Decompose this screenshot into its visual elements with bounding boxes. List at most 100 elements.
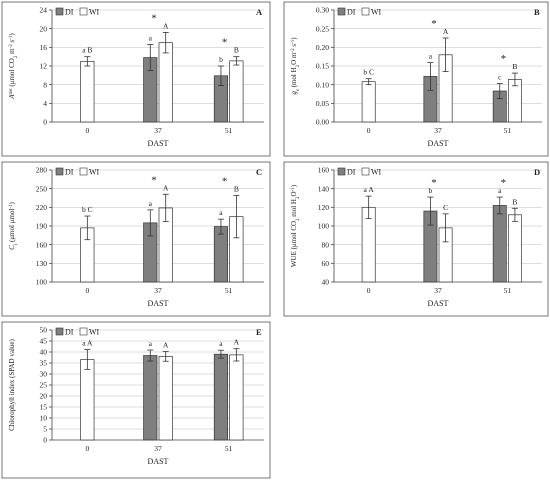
y-tick-label: 0.25	[316, 24, 329, 33]
x-tick-label: 0	[367, 286, 371, 295]
x-tick-label: 0	[85, 126, 89, 135]
significance-letter: A	[443, 27, 449, 36]
legend-swatch-wi	[361, 7, 370, 16]
panel-frame	[1, 161, 271, 317]
y-axis-label: WUE (μmol CO2 mol H2O-1)	[290, 184, 301, 267]
y-tick-label: 190	[36, 222, 48, 231]
significance-star: *	[222, 176, 228, 188]
y-axis-label-part: O m	[290, 52, 298, 65]
bar-wi-51	[229, 354, 244, 441]
significance-letter: a	[219, 339, 223, 348]
y-axis-label: Ci (μmol μmol-1)	[8, 201, 19, 249]
panel-frame	[283, 161, 549, 317]
y-tick-label: 24	[40, 6, 48, 15]
significance-letter: a	[149, 339, 153, 348]
y-axis-label-part: )	[290, 184, 298, 187]
significance-letter: a B	[82, 46, 92, 55]
y-axis-label: gs (mol H2O m-2 s-1)	[290, 37, 301, 95]
y-axis-label-part: (mol H	[290, 67, 298, 89]
y-tick-label: 30	[40, 370, 48, 379]
panel-frame	[1, 1, 271, 157]
y-tick-label: 0.15	[316, 62, 329, 71]
y-axis-label-part: (μmol μmol	[8, 209, 16, 244]
x-tick-label: 0	[367, 126, 371, 135]
significance-star: *	[431, 18, 437, 30]
legend-swatch-wi	[361, 167, 370, 176]
x-tick-label: 37	[154, 444, 162, 453]
y-tick-label: 12	[40, 62, 48, 71]
significance-star: *	[501, 53, 507, 65]
significance-letter: b	[429, 186, 433, 195]
y-tick-label: 100	[36, 278, 48, 287]
bar-di-37	[143, 355, 158, 441]
bar-wi-0	[361, 81, 376, 123]
y-axis-label-part: A	[8, 94, 16, 100]
x-tick-label: 51	[225, 126, 233, 135]
x-axis-label: DAST	[148, 139, 169, 148]
legend-label-di: DI	[347, 168, 356, 177]
x-tick-label: 37	[434, 286, 442, 295]
significance-letter: B	[512, 62, 517, 71]
legend-label-di: DI	[65, 328, 74, 337]
significance-letter: a	[429, 52, 433, 61]
y-tick-label: 250	[36, 184, 48, 193]
legend-label-wi: WI	[371, 168, 382, 177]
y-axis-label-part: -1	[291, 39, 296, 44]
panel-letter: E	[256, 327, 262, 337]
x-axis-label: DAST	[428, 299, 449, 308]
y-tick-label: 4	[43, 99, 47, 108]
significance-letter: c	[498, 73, 502, 82]
legend-swatch-di	[337, 167, 346, 176]
y-axis-label-part: mol H	[290, 199, 298, 218]
y-axis-label-part: g	[290, 91, 298, 95]
x-tick-label: 37	[434, 126, 442, 135]
significance-letter: A	[163, 21, 169, 30]
bar-wi-51	[507, 214, 522, 283]
panel-letter: A	[256, 7, 263, 17]
significance-star: *	[431, 177, 437, 189]
x-tick-label: 51	[225, 286, 233, 295]
y-tick-label: 120	[318, 203, 330, 212]
y-tick-label: 0	[43, 436, 47, 445]
y-tick-label: 0.05	[316, 99, 329, 108]
legend-swatch-wi	[79, 327, 88, 336]
legend-label-wi: WI	[89, 8, 100, 17]
y-tick-label: 16	[40, 43, 48, 52]
y-axis-label-part: -1	[291, 187, 296, 192]
y-axis-label-part: O	[290, 191, 298, 196]
panel-frame	[1, 321, 271, 479]
significance-star: *	[151, 174, 157, 186]
y-tick-label: 5	[43, 425, 47, 434]
y-axis-label-part: 2	[296, 218, 301, 221]
y-axis-label: Chlorophyll index (SPAD value)	[8, 338, 16, 430]
y-axis-label-part: s	[296, 89, 301, 91]
legend-swatch-wi	[79, 167, 88, 176]
legend-label-di: DI	[65, 8, 74, 17]
y-tick-label: 100	[318, 222, 330, 231]
y-axis-label-part: (μmol CO	[8, 58, 16, 88]
y-tick-label: 160	[36, 240, 48, 249]
y-axis-label: Anet (μmol CO2 m-2 s-1)	[8, 33, 19, 100]
significance-letter: a A	[82, 339, 93, 348]
legend-swatch-di	[55, 327, 64, 336]
significance-letter: C	[443, 203, 448, 212]
legend-label-wi: WI	[89, 328, 100, 337]
significance-letter: A	[234, 338, 240, 347]
y-tick-label: 80	[322, 240, 330, 249]
legend-label-wi: WI	[89, 168, 100, 177]
significance-letter: A	[163, 183, 169, 192]
legend-label-wi: WI	[371, 8, 382, 17]
panel-frame	[283, 1, 549, 157]
y-tick-label: 45	[40, 337, 48, 346]
y-tick-label: 0.30	[316, 6, 329, 15]
y-axis-label-part: )	[8, 33, 16, 36]
x-axis-label: DAST	[148, 299, 169, 308]
bar-wi-37	[158, 356, 173, 441]
bar-di-51	[492, 205, 507, 283]
legend-label-di: DI	[347, 8, 356, 17]
y-tick-label: 10	[40, 414, 48, 423]
y-tick-label: 160	[318, 166, 330, 175]
y-tick-label: 0	[43, 118, 47, 127]
x-tick-label: 37	[154, 286, 162, 295]
